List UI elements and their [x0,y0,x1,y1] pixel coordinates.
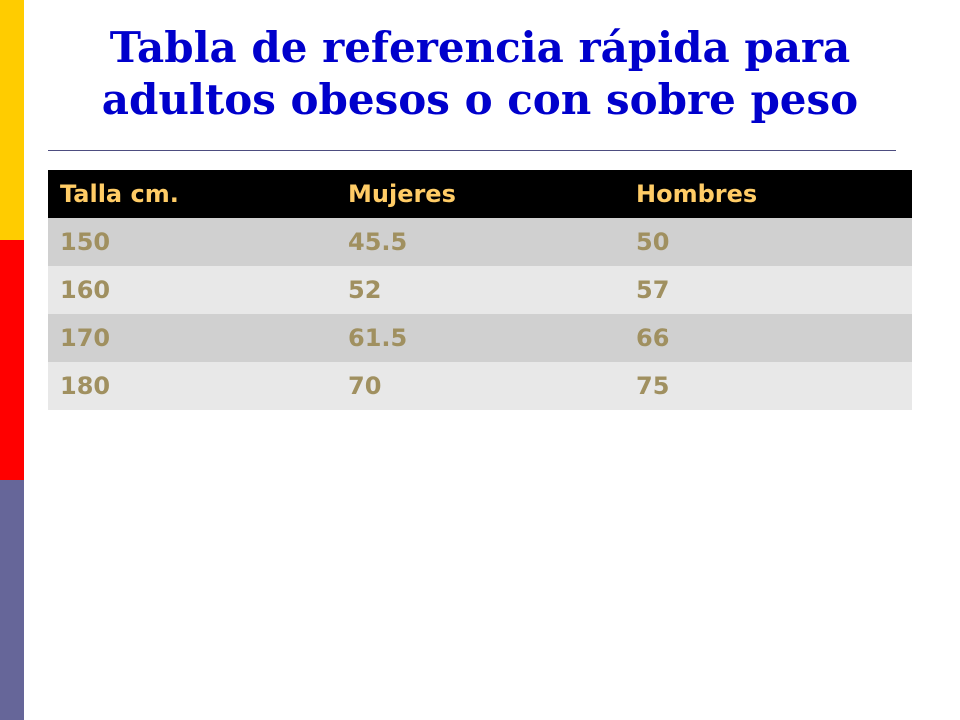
side-bar-yellow [0,0,24,240]
header-hombres: Hombres [636,180,758,208]
cell-mujeres: 45.5 [348,228,408,256]
cell-talla: 160 [60,276,111,304]
slide-title-line-1: Tabla de referencia rápida para [109,23,851,72]
table-row: 160 52 57 [48,266,912,314]
slide-title-line-2: adultos obesos o con sobre peso [101,75,859,124]
cell-mujeres: 52 [348,276,382,304]
cell-mujeres: 61.5 [348,324,408,352]
cell-mujeres: 70 [348,372,382,400]
cell-hombres: 75 [636,372,670,400]
table-row: 150 45.5 50 [48,218,912,266]
table-row: 170 61.5 66 [48,314,912,362]
title-divider [48,150,896,151]
header-talla: Talla cm. [60,180,179,208]
side-bar-red [0,240,24,480]
cell-talla: 180 [60,372,111,400]
cell-hombres: 50 [636,228,670,256]
cell-hombres: 57 [636,276,670,304]
table-row: 180 70 75 [48,362,912,410]
cell-talla: 170 [60,324,111,352]
cell-talla: 150 [60,228,111,256]
table-header-row: Talla cm. Mujeres Hombres [48,170,912,218]
cell-hombres: 66 [636,324,670,352]
reference-table: Talla cm. Mujeres Hombres 150 45.5 50 16… [48,170,912,410]
side-bar-blue [0,480,24,720]
slide-title: Tabla de referencia rápida para adultos … [48,22,912,126]
header-mujeres: Mujeres [348,180,456,208]
